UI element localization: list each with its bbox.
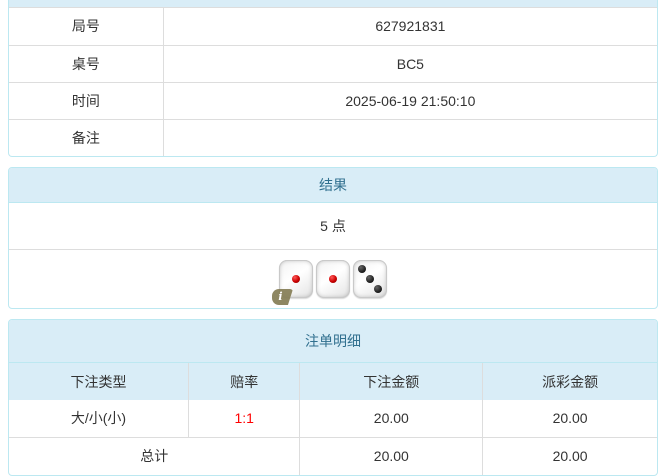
die-dot	[373, 284, 382, 293]
info-badge-icon[interactable]: i	[272, 289, 293, 305]
total-label: 总计	[9, 436, 301, 475]
table-row: 局号 627921831	[9, 8, 657, 46]
die-face-3	[353, 260, 387, 298]
col-header-payout-amount: 派彩金额	[482, 363, 657, 400]
bet-detail-panel: 注单明细 下注类型 赔率 下注金额 派彩金额 大/小(小) 1:1 20.00 …	[8, 319, 658, 476]
col-header-bet-amount: 下注金额	[299, 363, 484, 400]
die-face-1	[316, 260, 350, 298]
dice-group: i	[272, 260, 389, 305]
table-row: 时间 2025-06-19 21:50:10	[9, 81, 657, 120]
bet-odds: 1:1	[187, 400, 301, 438]
die-dot	[366, 275, 374, 283]
col-header-bet-type: 下注类型	[9, 363, 189, 400]
info-label-round: 局号	[9, 8, 164, 46]
bet-detail-title: 注单明细	[9, 320, 657, 363]
total-bet-amount: 20.00	[299, 436, 484, 475]
bet-row: 大/小(小) 1:1 20.00 20.00	[9, 400, 657, 438]
bet-amount: 20.00	[299, 400, 484, 438]
die-face-1: i	[272, 260, 313, 305]
result-panel-title: 结果	[9, 168, 657, 203]
result-panel: 结果 5 点 i	[8, 167, 658, 309]
col-header-odds: 赔率	[187, 363, 301, 400]
dice-row: i	[9, 250, 657, 308]
die-dot	[329, 275, 337, 283]
total-row: 总计 20.00 20.00	[9, 436, 657, 475]
game-info-panel: 局号 627921831 桌号 BC5 时间 2025-06-19 21:50:…	[8, 0, 658, 157]
game-info-table: 局号 627921831 桌号 BC5 时间 2025-06-19 21:50:…	[9, 8, 657, 156]
info-value-table: BC5	[162, 44, 657, 83]
info-value-remark	[162, 118, 657, 156]
info-value-round: 627921831	[162, 8, 657, 46]
total-payout-amount: 20.00	[482, 436, 657, 475]
info-label-table: 桌号	[9, 44, 164, 83]
bet-type: 大/小(小)	[9, 400, 189, 438]
result-points: 5 点	[9, 203, 657, 250]
table-row: 桌号 BC5	[9, 44, 657, 83]
table-row: 备注	[9, 118, 657, 156]
bet-header-row: 下注类型 赔率 下注金额 派彩金额	[9, 363, 657, 400]
info-value-time: 2025-06-19 21:50:10	[162, 81, 657, 120]
bet-detail-table: 下注类型 赔率 下注金额 派彩金额 大/小(小) 1:1 20.00 20.00…	[9, 363, 657, 475]
info-label-time: 时间	[9, 81, 164, 120]
die-dot	[358, 265, 367, 274]
game-info-heading-strip	[9, 0, 657, 8]
die-dot	[292, 275, 300, 283]
info-label-remark: 备注	[9, 118, 164, 156]
payout-amount: 20.00	[482, 400, 657, 438]
